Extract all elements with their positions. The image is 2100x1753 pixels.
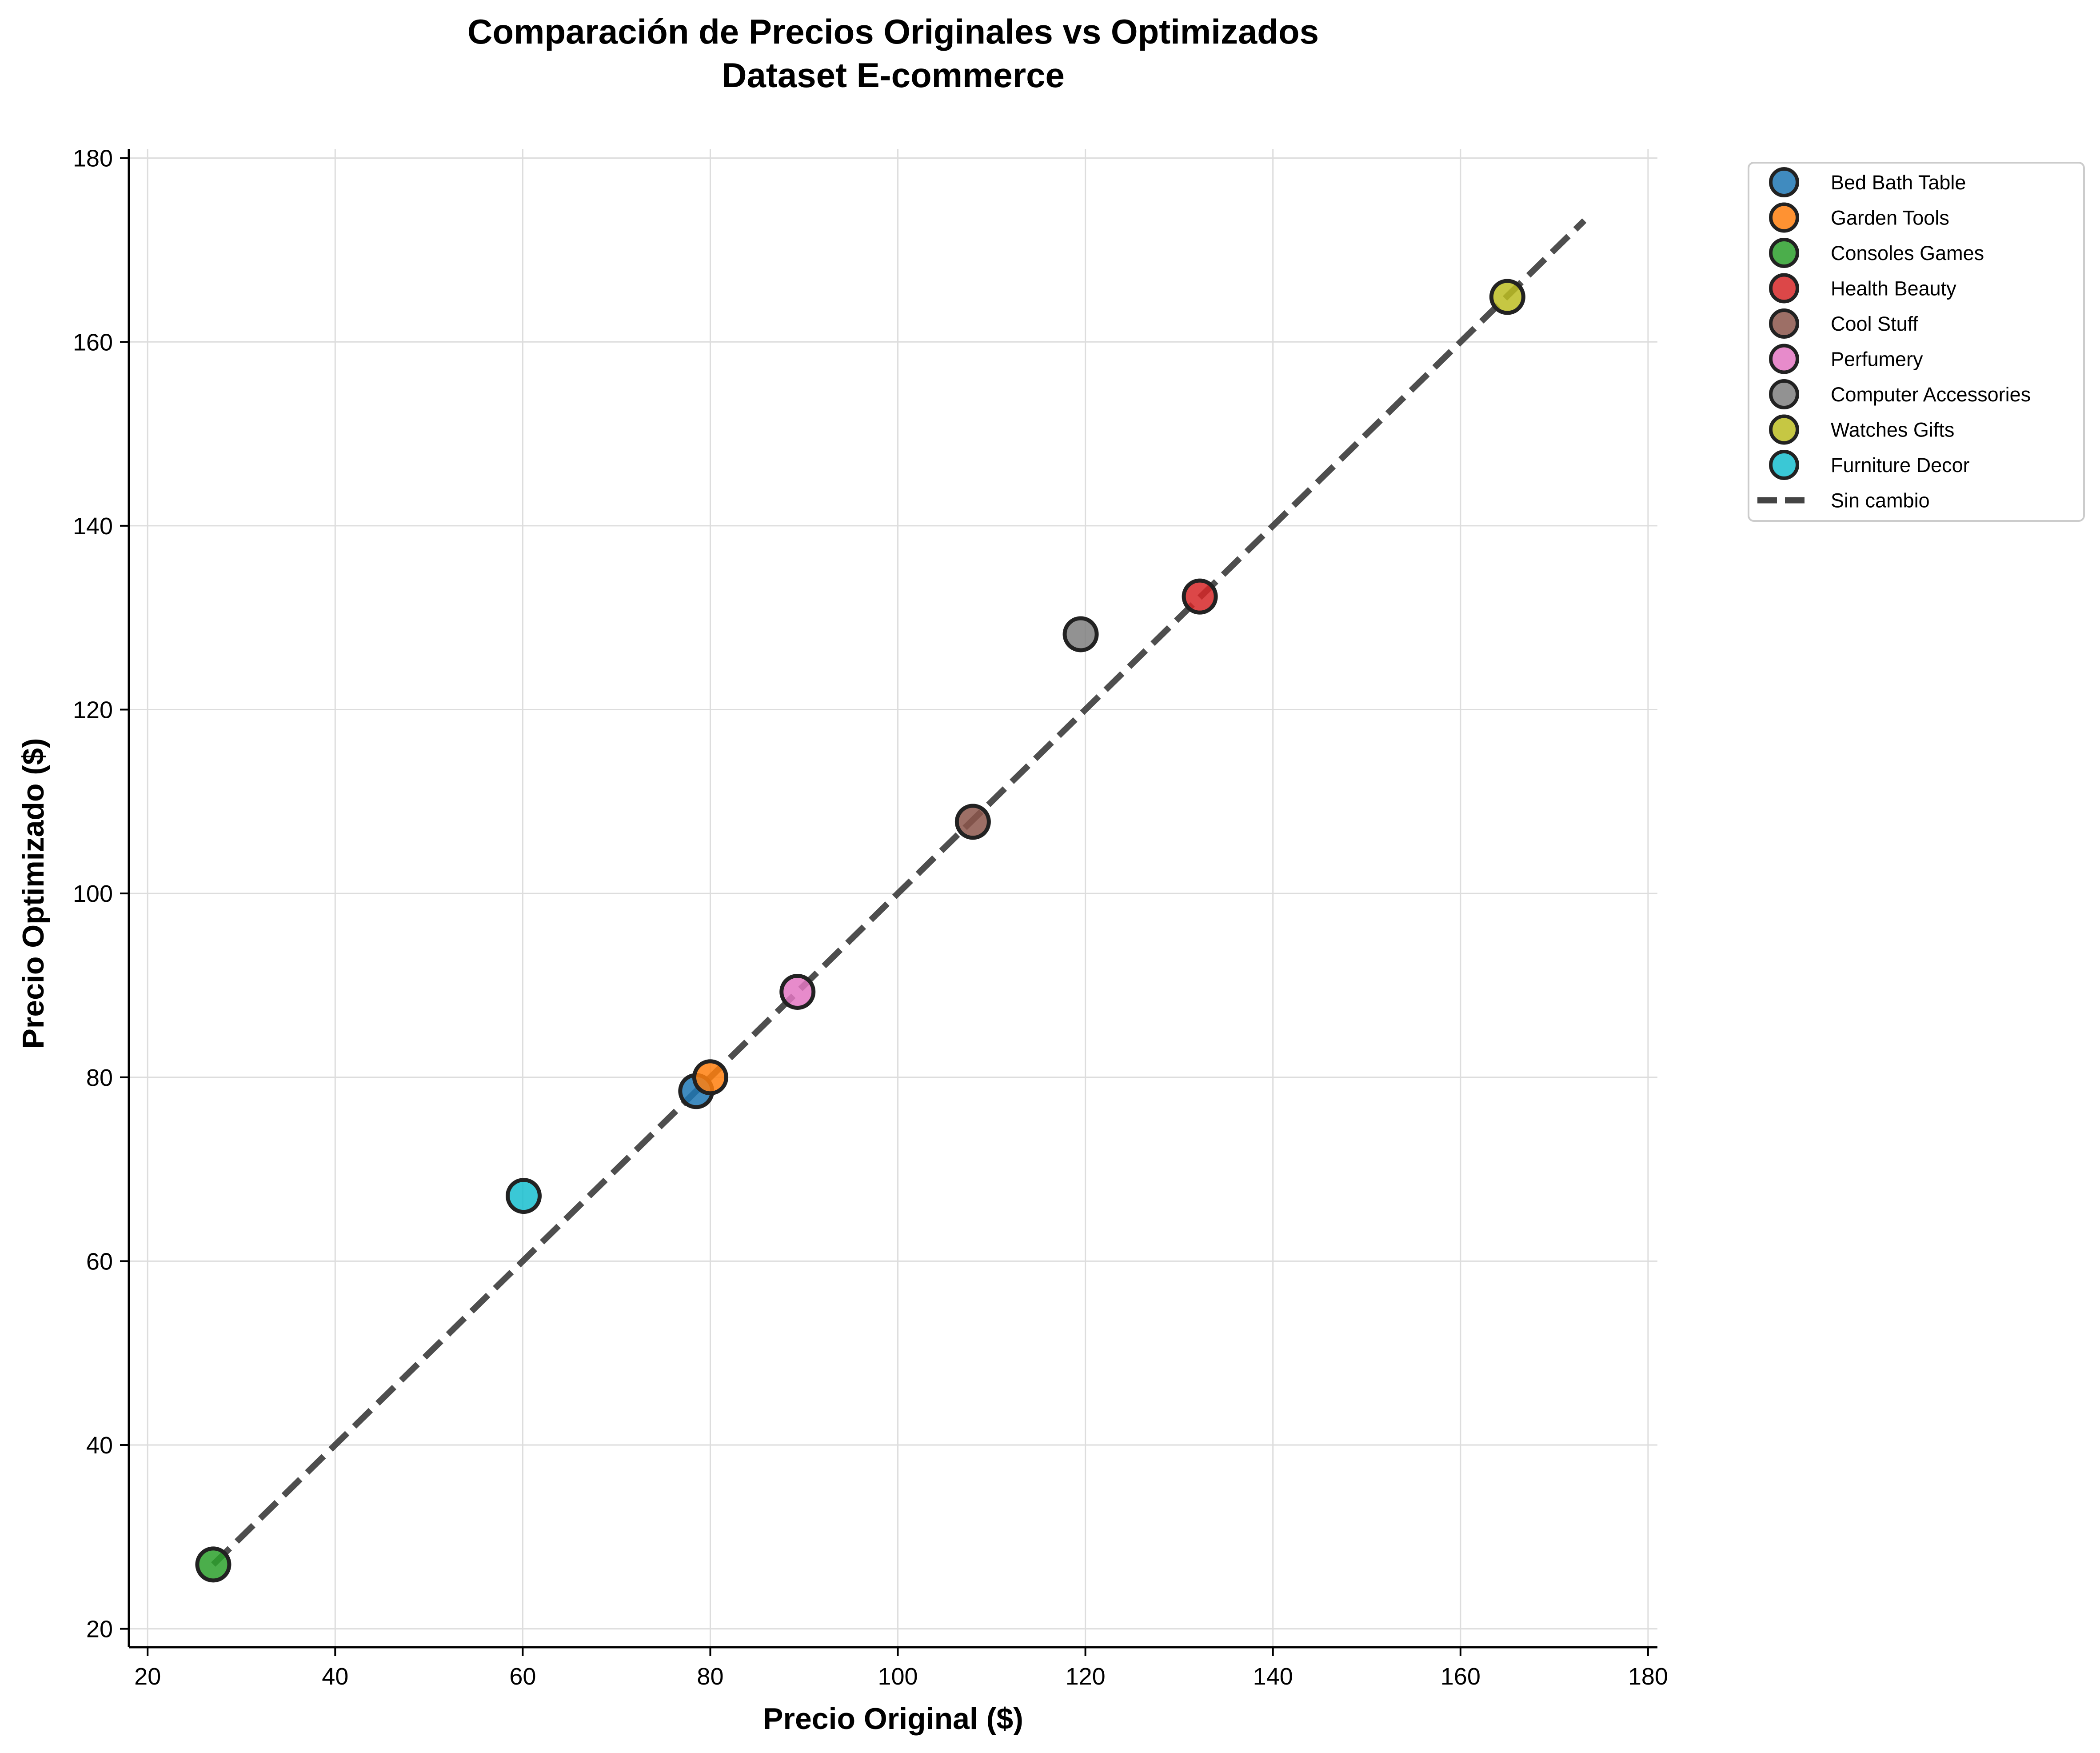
point-cool-stuff [954, 804, 991, 840]
legend-label: Bed Bath Table [1831, 171, 1966, 194]
x-tick-label: 40 [322, 1663, 348, 1690]
legend-label: Computer Accessories [1831, 383, 2031, 406]
legend-label: Perfumery [1831, 348, 1923, 371]
point-computer-accessories [1062, 616, 1099, 652]
chart-subtitle: Dataset E-commerce [722, 56, 1065, 95]
y-tick-label: 140 [73, 513, 113, 540]
y-tick-label: 100 [73, 881, 113, 907]
legend-marker [1769, 167, 1799, 197]
reference-line-sin-cambio [211, 218, 1587, 1567]
legend-label: Garden Tools [1831, 207, 1949, 229]
y-tick-label: 120 [73, 697, 113, 724]
point-perfumery [779, 973, 816, 1010]
legend-marker [1769, 238, 1799, 268]
y-tick-label: 20 [86, 1616, 113, 1643]
x-tick-label: 180 [1628, 1663, 1668, 1690]
point-consoles-games [195, 1546, 232, 1583]
legend-label-reference: Sin cambio [1831, 489, 1930, 512]
x-tick-label: 160 [1441, 1663, 1481, 1690]
axis-ticks: 20 40 60 80 100 120 140 160 180 20 40 60 80 100 120 140… [73, 145, 1668, 1690]
legend-marker [1769, 450, 1799, 480]
axes [128, 149, 1657, 1649]
legend-marker [1769, 414, 1799, 445]
y-axis-label: Precio Optimizado ($) [16, 738, 50, 1049]
legend-label: Watches Gifts [1831, 419, 1954, 441]
y-tick-label: 80 [86, 1065, 113, 1091]
x-tick-label: 120 [1066, 1663, 1106, 1690]
legend-label: Consoles Games [1831, 242, 1984, 264]
legend-marker [1769, 344, 1799, 374]
reference-line-layer [211, 218, 1587, 1567]
x-tick-label: 140 [1253, 1663, 1293, 1690]
legend-label: Health Beauty [1831, 277, 1956, 300]
legend-label: Furniture Decor [1831, 454, 1970, 476]
chart-title: Comparación de Precios Originales vs Opt… [467, 12, 1319, 51]
point-furniture-decor [505, 1178, 542, 1214]
point-watches-gifts [1489, 279, 1525, 315]
y-tick-label: 180 [73, 145, 113, 172]
legend-marker [1769, 308, 1799, 339]
y-tick-label: 160 [73, 329, 113, 356]
grid [129, 149, 1657, 1647]
legend-marker [1769, 202, 1799, 233]
x-axis-label: Precio Original ($) [763, 1702, 1023, 1736]
legend: Bed Bath Table Garden Tools Consoles Games… [1748, 162, 2085, 522]
x-tick-label: 100 [878, 1663, 918, 1690]
x-tick-label: 20 [134, 1663, 161, 1690]
legend-box [1748, 162, 2085, 522]
y-tick-label: 60 [86, 1248, 113, 1275]
legend-marker [1769, 273, 1799, 304]
x-tick-label: 80 [697, 1663, 723, 1690]
x-tick-label: 60 [509, 1663, 536, 1690]
point-garden-tools [692, 1059, 728, 1096]
y-tick-label: 40 [86, 1432, 113, 1459]
data-points [195, 279, 1525, 1583]
legend-label: Cool Stuff [1831, 312, 1918, 335]
point-health-beauty [1182, 578, 1218, 615]
legend-marker [1769, 379, 1799, 409]
